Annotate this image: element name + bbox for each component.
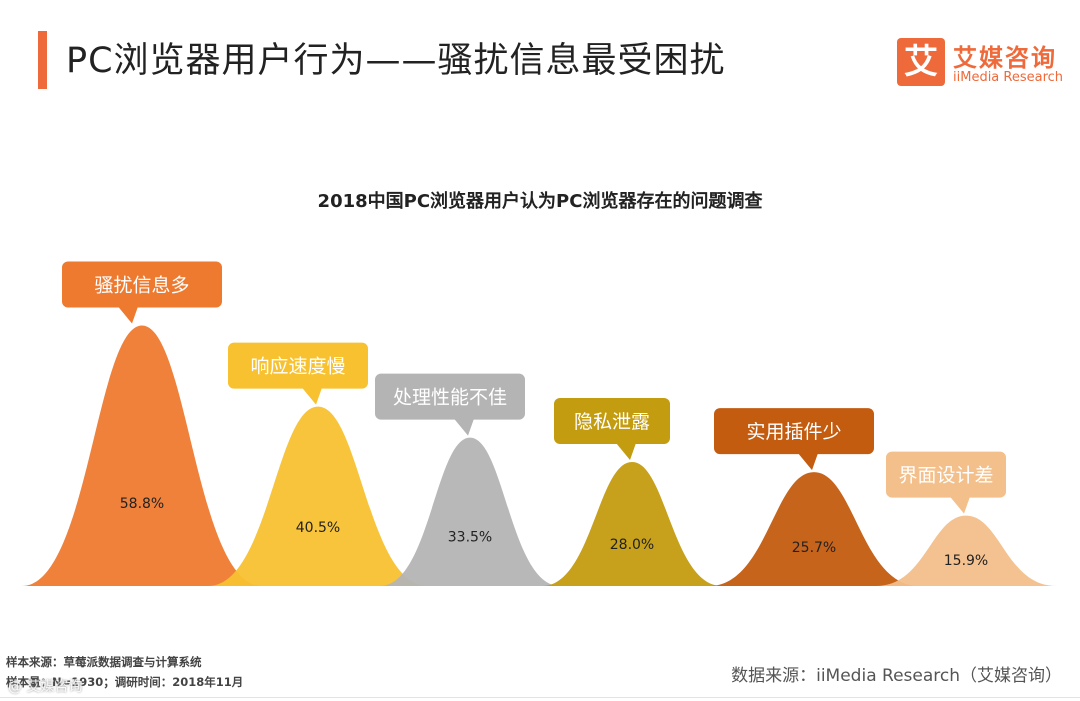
logo-mark-icon: 艾 — [897, 38, 945, 86]
value-label-5: 25.7% — [792, 540, 836, 556]
value-label-4: 28.0% — [610, 537, 654, 553]
bell-shape-5 — [709, 472, 919, 586]
bottom-divider — [0, 697, 1080, 698]
callout-1: 骚扰信息多 — [62, 261, 222, 324]
watermark: @ 艾媒咨询 — [8, 679, 83, 695]
page-title: PC浏览器用户行为——骚扰信息最受困扰 — [66, 41, 726, 81]
callout-box-2 — [228, 342, 368, 389]
value-label-3: 33.5% — [448, 529, 492, 545]
callout-box-1 — [62, 261, 222, 308]
sample-info-text: 样本量：N=1930；调研时间：2018年11月 — [6, 675, 244, 689]
callout-tail-3 — [454, 418, 474, 436]
callout-5: 实用插件少 — [714, 408, 874, 471]
callout-tail-1 — [118, 306, 138, 324]
bell-shape-4 — [542, 461, 722, 586]
data-source-text: 数据来源：iiMedia Research（艾媒咨询） — [731, 666, 1062, 686]
value-label-2: 40.5% — [296, 520, 340, 536]
callout-3: 处理性能不佳 — [375, 373, 525, 436]
callout-tail-6 — [950, 496, 970, 514]
callout-6: 界面设计差 — [886, 451, 1006, 514]
title-accent-bar — [38, 31, 47, 89]
callout-4: 隐私泄露 — [554, 397, 670, 460]
category-label-1: 骚扰信息多 — [94, 275, 189, 297]
bell-shape-1 — [22, 325, 262, 586]
value-label-6: 15.9% — [944, 553, 988, 569]
callout-box-3 — [375, 373, 525, 420]
logo-name-cn: 艾媒咨询 — [953, 44, 1057, 72]
category-label-5: 实用插件少 — [746, 421, 841, 443]
callout-box-6 — [886, 451, 1006, 498]
bell-shape-3 — [380, 437, 560, 586]
logo-name-en: iiMedia Research — [953, 70, 1064, 85]
callout-tail-5 — [798, 453, 818, 471]
footer-sample-notes: 样本来源：草莓派数据调查与计算系统 样本量：N=1930；调研时间：2018年1… — [6, 652, 243, 692]
chart-title: 2018中国PC浏览器用户认为PC浏览器存在的问题调查 — [317, 191, 763, 212]
value-label-1: 58.8% — [120, 496, 164, 512]
category-label-4: 隐私泄露 — [574, 411, 650, 433]
category-label-6: 界面设计差 — [898, 465, 993, 487]
bell-area-chart: 58.8% 骚扰信息多 40.5% 响应速度慢 33.5% 处理性能不佳 28.0% 隐私泄露… — [22, 261, 1056, 586]
sample-source-text: 样本来源：草莓派数据调查与计算系统 — [6, 655, 202, 669]
callout-box-5 — [714, 408, 874, 455]
category-label-2: 响应速度慢 — [250, 356, 345, 378]
bell-shape-6 — [876, 515, 1056, 586]
callout-tail-2 — [302, 387, 322, 405]
brand-logo: 艾 艾媒咨询 iiMedia Research — [897, 38, 1067, 88]
category-label-3: 处理性能不佳 — [393, 387, 507, 409]
callout-box-4 — [554, 397, 670, 444]
callout-2: 响应速度慢 — [228, 342, 368, 405]
bell-shape-2 — [208, 406, 428, 586]
callout-tail-4 — [616, 442, 636, 460]
